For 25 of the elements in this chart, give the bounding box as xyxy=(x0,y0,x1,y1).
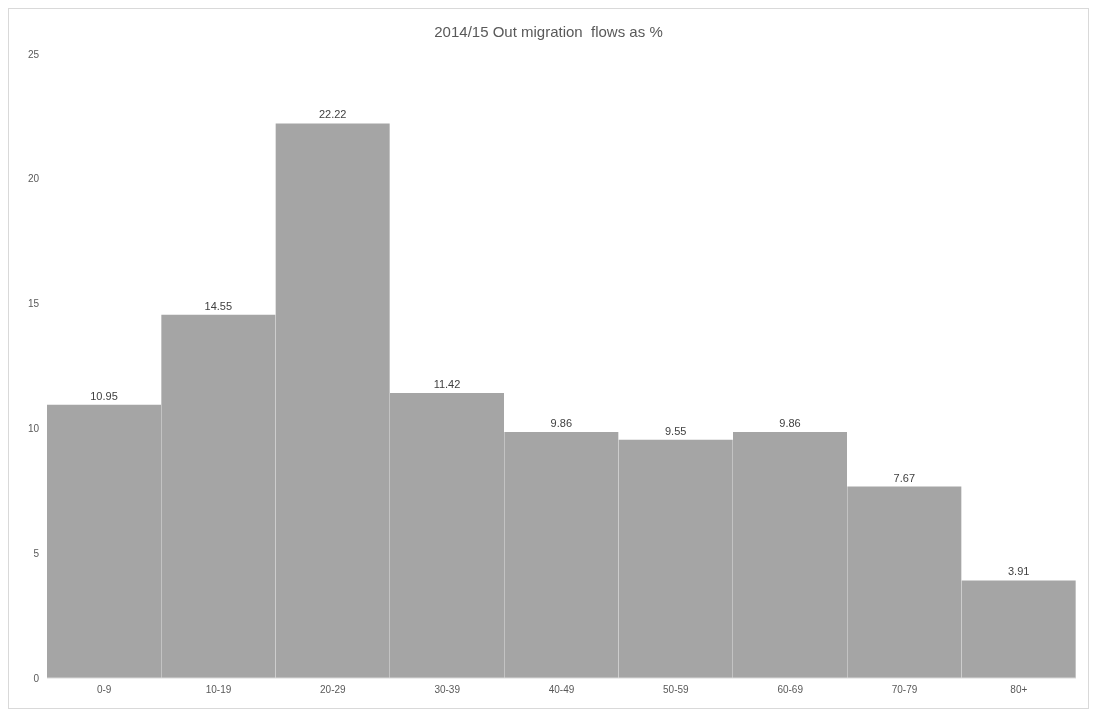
y-tick-label: 20 xyxy=(27,173,40,185)
y-tick-label: 15 xyxy=(27,298,40,310)
data-label: 22.22 xyxy=(318,108,347,121)
chart-title: 2014/15 Out migration flows as % xyxy=(433,23,664,40)
x-tick-label: 60-69 xyxy=(777,684,804,696)
data-label: 10.95 xyxy=(90,389,118,402)
y-tick-label: 5 xyxy=(33,547,40,559)
x-tick-label: 70-79 xyxy=(891,684,918,696)
y-tick-label: 25 xyxy=(27,48,40,60)
data-label: 9.86 xyxy=(550,416,573,429)
data-label: 3.91 xyxy=(1007,565,1030,578)
y-tick-label: 10 xyxy=(27,422,40,434)
x-tick-label: 80+ xyxy=(1010,684,1028,696)
x-tick-label: 0-9 xyxy=(96,684,112,696)
data-label: 11.42 xyxy=(433,377,461,390)
x-tick-label: 40-49 xyxy=(548,684,575,696)
data-label: 9.55 xyxy=(664,424,687,437)
x-tick-label: 20-29 xyxy=(320,684,347,696)
data-label: 14.55 xyxy=(204,299,233,312)
data-label: 9.86 xyxy=(779,416,801,429)
x-tick-label: 50-59 xyxy=(663,684,690,696)
x-tick-label: 30-39 xyxy=(434,684,461,696)
y-tick-label: 0 xyxy=(33,672,40,684)
data-label: 7.67 xyxy=(893,471,916,484)
x-tick-label: 10-19 xyxy=(205,684,232,696)
